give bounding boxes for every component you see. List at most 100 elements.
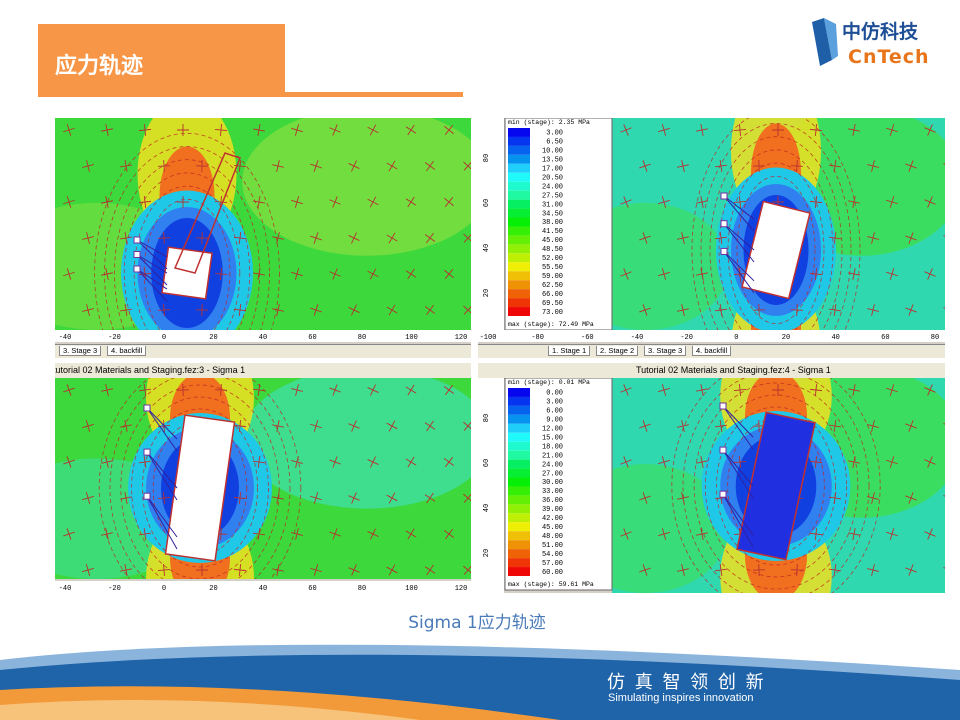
trajectory: [94, 132, 280, 330]
bolt: [136, 239, 168, 270]
contours: [55, 378, 471, 579]
legend-value: 18.00: [542, 443, 563, 451]
legend-value: 6.00: [546, 408, 563, 416]
bolt: [722, 449, 754, 487]
legend-swatch: [508, 450, 530, 460]
bolt: [136, 254, 168, 286]
x-tick-label: -20: [108, 585, 121, 593]
legend-swatch: [508, 235, 530, 245]
trajectory-cross: [348, 232, 360, 244]
trajectory-cross: [696, 456, 708, 468]
legend-value: 60.00: [542, 569, 563, 577]
x-tick-label: 40: [259, 334, 267, 342]
bolt: [722, 449, 754, 499]
bolt-head: [720, 220, 728, 228]
bolt: [722, 405, 754, 438]
trajectory-cross: [463, 493, 471, 503]
legend-value: 24.00: [542, 461, 563, 469]
trajectory-cross: [63, 196, 75, 208]
trajectory-cross: [714, 231, 728, 245]
tab[interactable]: 4. backfill: [692, 346, 732, 356]
trajectory-cross: [157, 231, 171, 245]
legend-value: 45.00: [542, 524, 563, 532]
trajectory-cross: [252, 383, 266, 397]
legend-swatch: [508, 208, 530, 218]
trajectory-cross: [195, 159, 209, 173]
logo-mark: [812, 18, 832, 66]
panel: Tutorial 02 Materials and Staging.fez:4 …: [478, 363, 945, 593]
legend-swatch: [508, 441, 530, 451]
slogan-en: Simulating inspires innovation: [608, 692, 754, 704]
legend-swatch: [508, 298, 530, 308]
caption: Sigma 1应力轨迹: [0, 608, 960, 633]
legend-min: min (stage): 2.35 MPa: [508, 119, 590, 126]
bolt-head: [719, 446, 727, 454]
trajectory-cross: [463, 305, 471, 315]
x-tick-label: -80: [531, 334, 544, 342]
trajectory-cross: [790, 563, 804, 577]
bolt: [146, 407, 178, 452]
legend-swatch: [508, 396, 530, 406]
region: [242, 378, 471, 509]
trajectory-cross: [828, 491, 842, 505]
logo-mark: [824, 18, 838, 60]
trajectory-cross: [272, 564, 284, 576]
tab[interactable]: 3. Stage 3: [59, 346, 102, 356]
trajectory-cross: [367, 528, 379, 540]
tab[interactable]: 1. Stage 1: [548, 346, 591, 356]
legend-swatch: [508, 307, 530, 316]
trajectory-cross: [696, 124, 708, 136]
trajectory-cross: [867, 304, 879, 316]
trajectory-cross: [886, 268, 898, 280]
trajectory-cross: [157, 159, 171, 173]
trajectory-cross: [639, 492, 651, 504]
trajectory-cross: [386, 492, 398, 504]
legend-value: 48.00: [542, 533, 563, 541]
trajectory-cross: [443, 456, 455, 468]
trajectory-cross: [120, 232, 132, 244]
bolt: [136, 254, 168, 274]
y-tick-label: 20: [483, 549, 491, 557]
trajectory: [109, 378, 291, 579]
trajectory-cross: [138, 527, 152, 541]
x-tick-label: 20: [782, 334, 790, 342]
legend-value: 52.00: [542, 255, 563, 263]
x-tick-label: 0: [162, 334, 166, 342]
legend-swatch: [508, 405, 530, 415]
trajectory-cross: [809, 383, 823, 397]
legend-swatch: [508, 459, 530, 469]
trajectory-cross: [101, 384, 113, 396]
trajectory-cross: [310, 564, 322, 576]
trajectory-cross: [658, 124, 670, 136]
trajectory-cross: [63, 528, 75, 540]
y-tick-label: 20: [483, 289, 491, 297]
legend-swatch: [508, 190, 530, 200]
trajectory-cross: [272, 232, 284, 244]
legend-value: 45.00: [542, 237, 563, 245]
trajectory-cross: [233, 159, 247, 173]
trajectory-cross: [696, 268, 708, 280]
bolt: [723, 195, 755, 232]
tab[interactable]: 2. Stage 2: [596, 346, 639, 356]
tab[interactable]: 3. Stage 3: [644, 346, 687, 356]
bolt: [146, 451, 178, 501]
tab[interactable]: 4. backfill: [107, 346, 147, 356]
trajectory-cross: [348, 420, 360, 432]
legend-swatch: [508, 145, 530, 155]
trajectory-cross: [677, 564, 689, 576]
trajectory-cross: [252, 527, 266, 541]
trajectory-cross: [924, 268, 936, 280]
trajectory-cross: [329, 124, 341, 136]
trajectory-cross: [310, 492, 322, 504]
stress-field: [612, 118, 945, 330]
bolt: [136, 268, 168, 290]
trajectory-cross: [886, 456, 898, 468]
screenshot: 80 60 40 20 min (stage): 2.35 MPa 3.006.5010.…: [478, 118, 945, 342]
trajectory-cross: [463, 421, 471, 431]
bolt: [136, 239, 168, 258]
trajectory-cross: [233, 231, 247, 245]
legend-swatch: [508, 414, 530, 424]
bolt-head: [133, 265, 141, 273]
trajectory-cross: [424, 492, 436, 504]
trajectory-cross: [924, 456, 936, 468]
